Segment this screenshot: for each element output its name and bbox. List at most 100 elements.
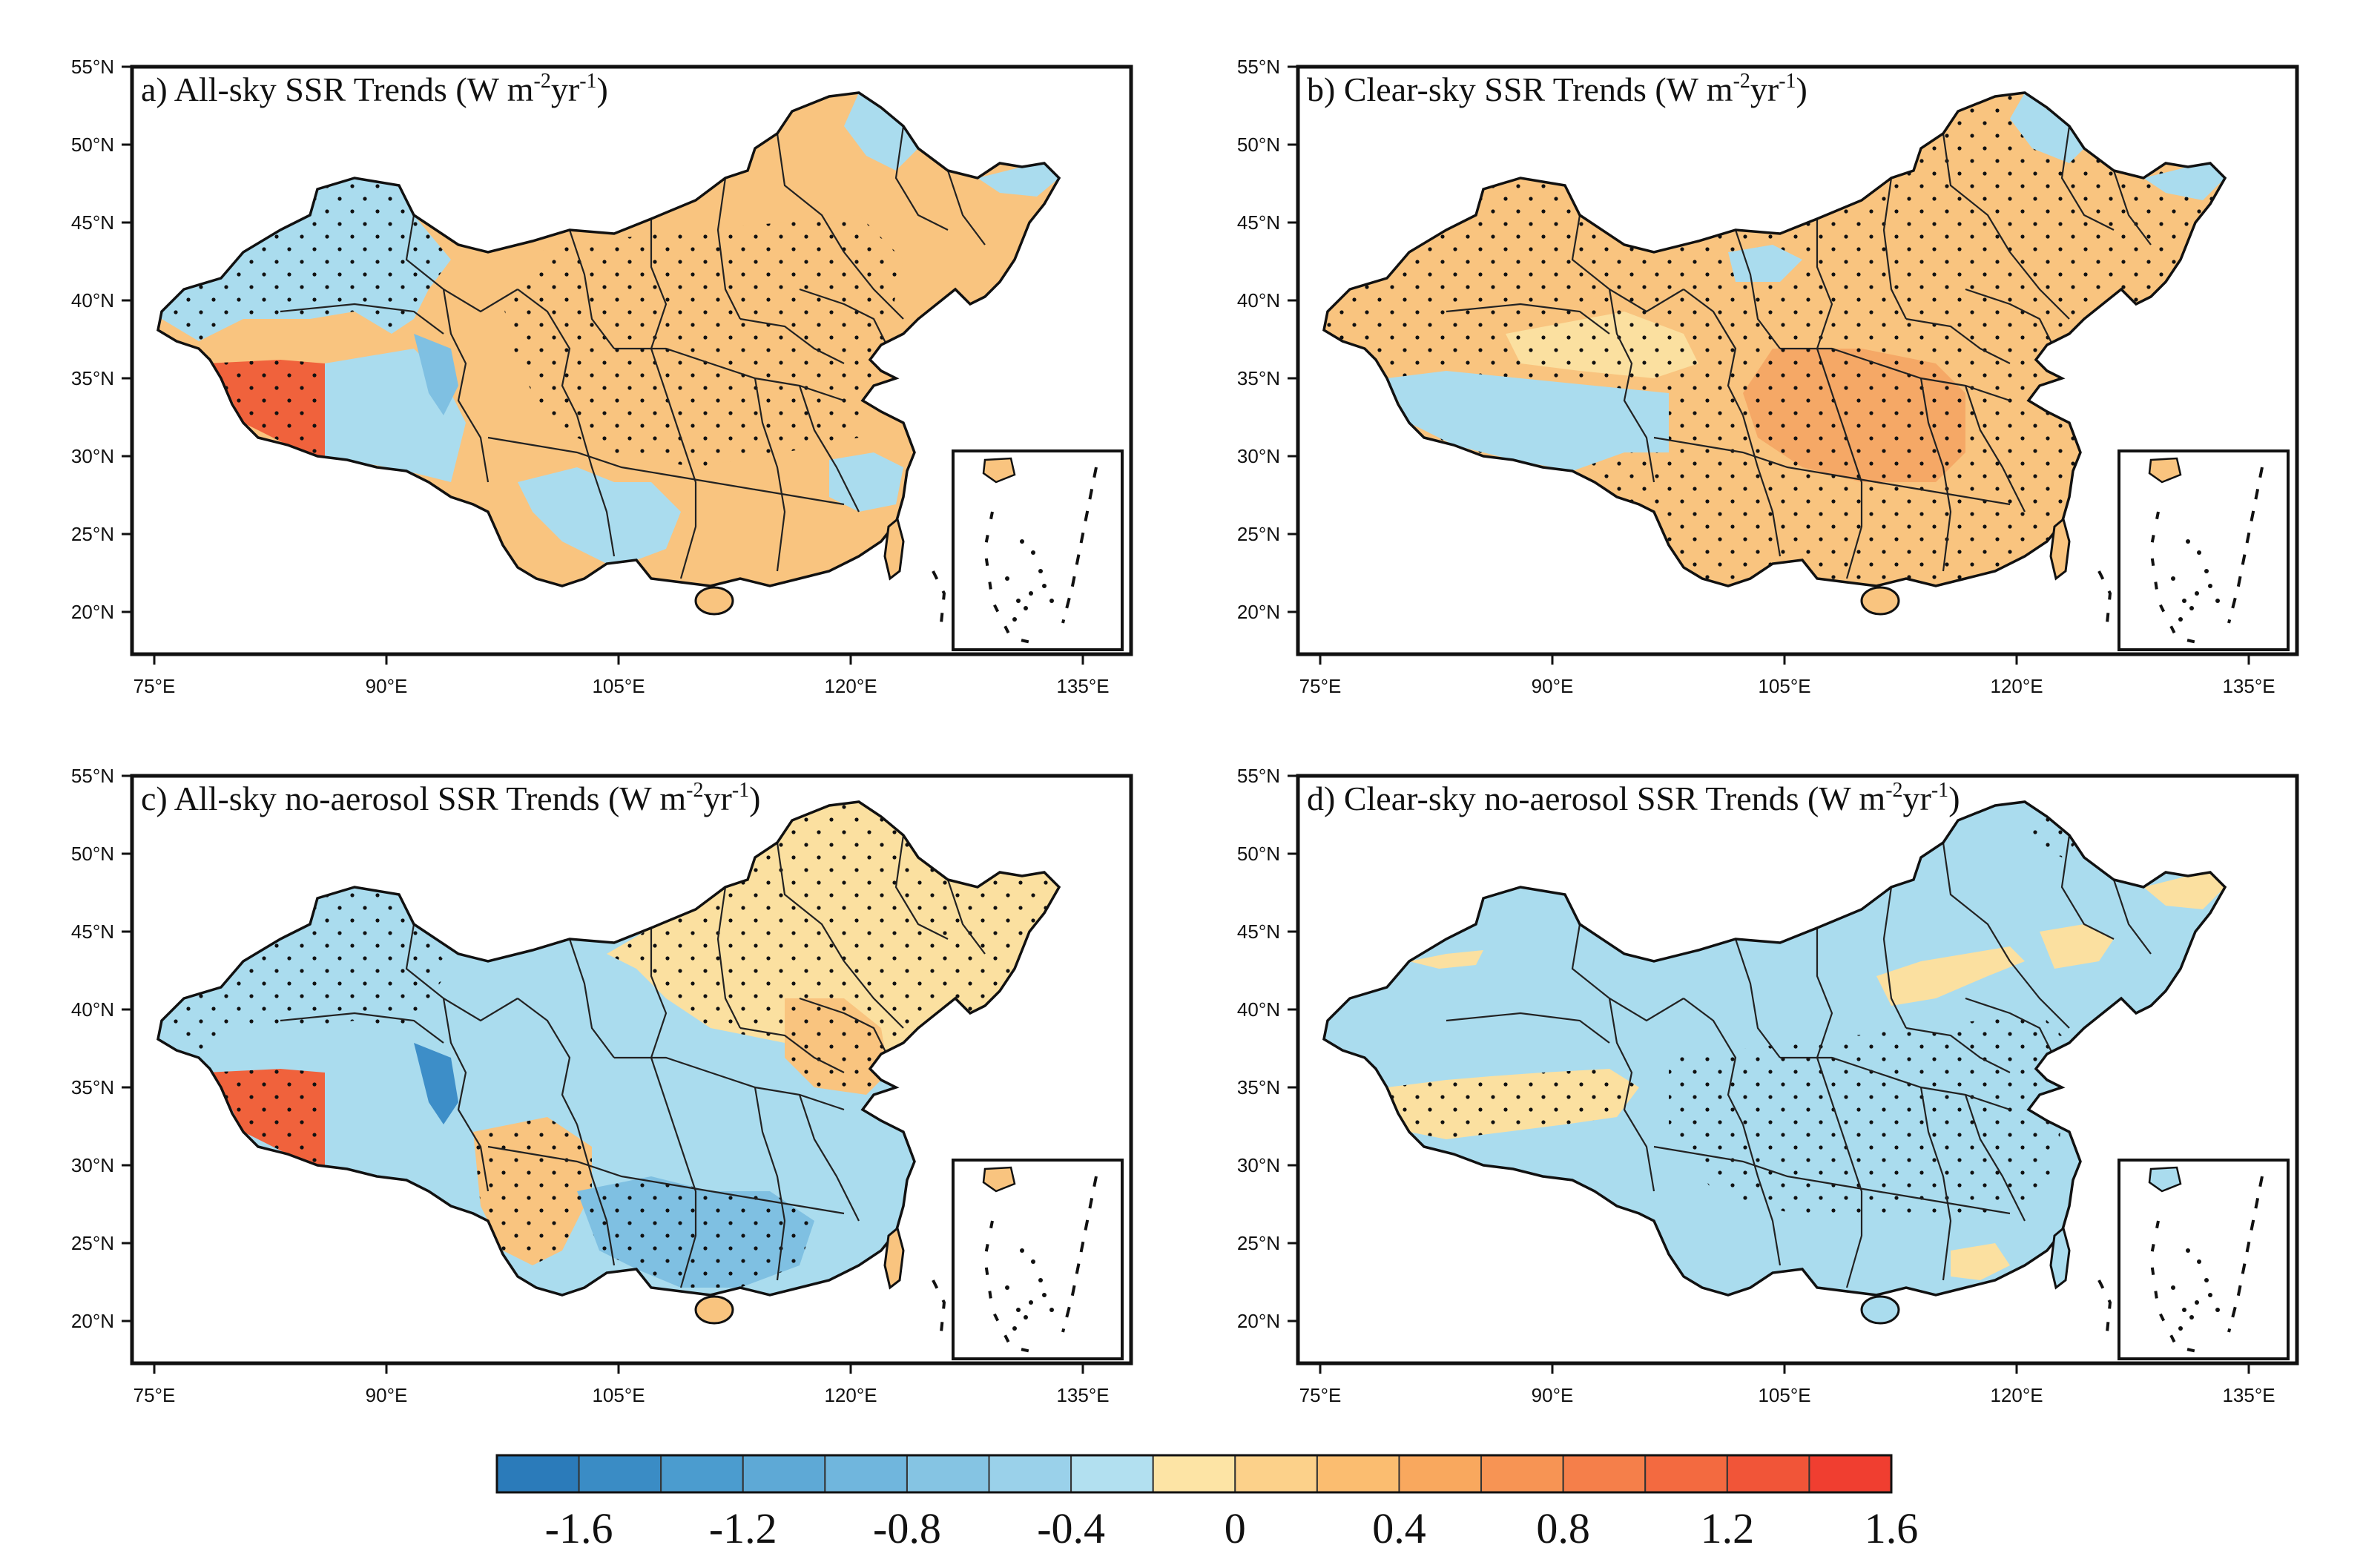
province-boundary bbox=[776, 842, 845, 962]
taiwan-island bbox=[2049, 517, 2071, 581]
panel-title-a: a) All-sky SSR Trends (W m-2yr-1) bbox=[141, 70, 608, 108]
province-boundary bbox=[798, 385, 860, 513]
province-boundary bbox=[710, 1190, 845, 1215]
colorbar-swatch bbox=[742, 1455, 826, 1493]
lon-tick-label: 135°E bbox=[1056, 1384, 1109, 1406]
significance-stipple bbox=[206, 1069, 325, 1176]
map-frame bbox=[130, 774, 1133, 1366]
lat-tick-label: 45°N bbox=[1237, 920, 1280, 943]
lon-tick-label: 105°E bbox=[1758, 675, 1810, 697]
lat-tick-label: 25°N bbox=[71, 1232, 114, 1254]
map-panel-c: c) All-sky no-aerosol SSR Trends (W m-2y… bbox=[71, 765, 1133, 1406]
province-boundary bbox=[1919, 1087, 1952, 1281]
hainan-island bbox=[1860, 1295, 1900, 1325]
province-boundary bbox=[739, 1027, 845, 1073]
province-boundary bbox=[1734, 229, 1781, 349]
province-boundary bbox=[650, 928, 668, 1103]
significance-stipple bbox=[607, 802, 1059, 1058]
province-boundary bbox=[946, 170, 986, 246]
province-boundary bbox=[1683, 289, 1744, 416]
lon-tick-label: 90°E bbox=[1532, 675, 1574, 697]
province-boundary bbox=[1683, 998, 1744, 1125]
dash-line bbox=[932, 570, 946, 631]
colorbar-swatch bbox=[1152, 1455, 1236, 1493]
province-boundary bbox=[798, 1094, 860, 1222]
map-panel-a: a) All-sky SSR Trends (W m-2yr-1) 55°N 50°… bbox=[71, 56, 1133, 697]
significance-stipple bbox=[1328, 178, 1624, 319]
colorbar-swatch bbox=[1726, 1455, 1810, 1493]
lon-tick-label: 105°E bbox=[592, 1384, 645, 1406]
colorbar-swatch bbox=[824, 1455, 908, 1493]
province-boundary bbox=[442, 289, 490, 483]
colorbar-label: -0.4 bbox=[1037, 1504, 1105, 1552]
colorbar-swatch bbox=[906, 1455, 990, 1493]
lon-tick-label: 135°E bbox=[2222, 675, 2275, 697]
colorbar-frame bbox=[495, 1454, 1893, 1494]
colorbar-swatch bbox=[1480, 1455, 1564, 1493]
province-boundary bbox=[1446, 303, 1610, 335]
province-boundary bbox=[665, 1101, 697, 1288]
significance-stipple bbox=[2025, 802, 2077, 857]
province-boundary bbox=[1653, 436, 1877, 484]
south-china-sea-inset bbox=[2118, 449, 2290, 651]
province-boundary bbox=[1608, 289, 1655, 483]
shade-region bbox=[1876, 946, 2025, 1006]
province-boundary bbox=[716, 177, 741, 320]
province-boundary bbox=[1780, 347, 2011, 402]
shade-region bbox=[2143, 872, 2225, 909]
hainan-island bbox=[694, 1295, 734, 1325]
province-boundary bbox=[2009, 251, 2070, 320]
shade-region bbox=[2010, 93, 2084, 163]
map-content bbox=[158, 93, 1059, 586]
province-boundary bbox=[1905, 1027, 2011, 1073]
lat-tick-label: 45°N bbox=[1237, 211, 1280, 234]
colorbar-swatch bbox=[988, 1455, 1072, 1493]
colorbar-swatch bbox=[1644, 1455, 1728, 1493]
lat-tick-label: 50°N bbox=[1237, 843, 1280, 865]
province-boundary bbox=[1780, 1056, 2011, 1111]
province-boundary bbox=[2112, 170, 2152, 246]
lat-tick-label: 40°N bbox=[1237, 998, 1280, 1021]
province-boundary bbox=[517, 998, 578, 1125]
colorbar: -1.6 -1.2 -0.8 -0.4 0 0.4 0.8 1.2 1.6 bbox=[495, 1454, 1919, 1552]
lat-tick-label: 55°N bbox=[71, 765, 114, 787]
lon-tick-label: 75°E bbox=[134, 675, 176, 697]
province-boundary bbox=[754, 1087, 786, 1281]
dash-line bbox=[2097, 1279, 2112, 1340]
lon-tick-label: 135°E bbox=[2222, 1384, 2275, 1406]
province-boundary bbox=[568, 229, 615, 349]
colorbar-swatch bbox=[1316, 1455, 1400, 1493]
lat-tick-label: 20°N bbox=[1237, 601, 1280, 623]
province-boundary bbox=[1741, 415, 1782, 557]
province-boundary bbox=[1876, 481, 2011, 506]
taiwan-island bbox=[883, 517, 905, 581]
shade-region bbox=[414, 334, 458, 415]
province-boundary bbox=[2009, 961, 2070, 1029]
province-boundary bbox=[1942, 133, 2011, 253]
significance-stipple bbox=[162, 887, 451, 1050]
province-boundary bbox=[487, 1145, 711, 1193]
lat-tick-label: 40°N bbox=[71, 998, 114, 1021]
lat-tick-label: 30°N bbox=[1237, 1154, 1280, 1176]
panel-title-b: b) Clear-sky SSR Trends (W m-2yr-1) bbox=[1307, 70, 1807, 108]
lon-tick-label: 105°E bbox=[592, 675, 645, 697]
province-boundary bbox=[1734, 938, 1781, 1058]
province-boundary bbox=[894, 125, 949, 231]
map-panel-b: b) Clear-sky SSR Trends (W m-2yr-1) 55°N 5… bbox=[1237, 56, 2299, 697]
hainan-island bbox=[1860, 586, 1900, 616]
province-boundary bbox=[2060, 125, 2115, 231]
lon-tick-label: 120°E bbox=[1990, 675, 2043, 697]
colorbar-label: 1.6 bbox=[1865, 1504, 1919, 1552]
map-frame bbox=[1296, 774, 2299, 1366]
province-boundary bbox=[1876, 1190, 2011, 1215]
lat-tick-label: 55°N bbox=[71, 56, 114, 78]
map-content bbox=[1324, 802, 2225, 1295]
province-boundary bbox=[894, 834, 949, 940]
lat-tick-label: 35°N bbox=[1237, 367, 1280, 389]
lat-tick-label: 20°N bbox=[71, 601, 114, 623]
province-boundary bbox=[843, 251, 904, 320]
lat-tick-label: 50°N bbox=[71, 134, 114, 156]
province-boundary bbox=[576, 415, 616, 557]
colorbar-swatch bbox=[1070, 1455, 1154, 1493]
province-boundary bbox=[1964, 1094, 2026, 1222]
